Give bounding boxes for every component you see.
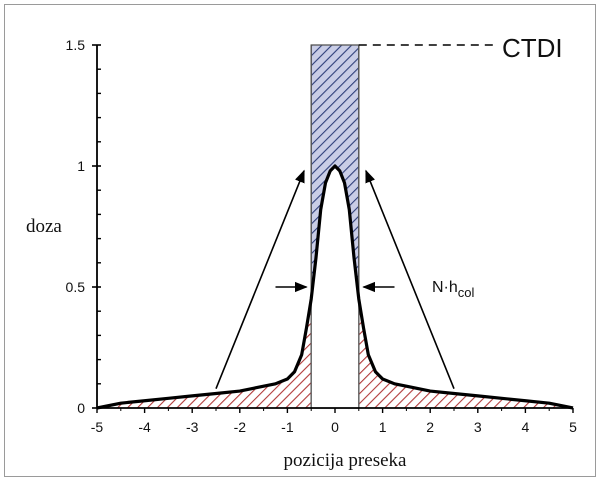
n-h-col-label: N·hcol [432,279,475,300]
x-tick-label: 2 [426,419,434,435]
x-tick-label: 4 [522,419,530,435]
y-tick-label: 0.5 [66,279,86,295]
dose-profile-line [96,164,574,410]
y-tick-label: 1.5 [66,37,86,53]
y-tick-label: 0 [77,400,85,416]
annotation-layer [215,44,495,389]
right-tail-area [358,299,573,408]
x-tick-label: 3 [474,419,482,435]
n-h-main: N·h [432,279,458,296]
right-long-arrow [365,169,455,389]
x-tick-label: -2 [234,419,247,435]
axes-layer: -5 -4 -3 -2 -1 0 1 2 3 4 5 0 0.5 1 1.5 [66,37,578,435]
x-tick-label: 5 [569,419,577,435]
x-tick-label: 0 [331,419,339,435]
x-tick-label: -4 [138,419,151,435]
box-under-curve-area [311,166,359,408]
area-layer [96,44,574,410]
ctdi-label: CTDI [502,33,563,63]
y-axis-label: doza [26,216,62,237]
left-long-arrow [215,169,305,389]
n-h-subscript: col [458,285,475,300]
x-tick-label: -1 [281,419,294,435]
x-tick-label: -3 [186,419,199,435]
left-tail-area [97,299,312,408]
x-axis-label: pozicija preseka [284,450,407,471]
x-tick-label: -5 [91,419,104,435]
y-tick-label: 1 [77,158,85,174]
x-tick-label: 1 [379,419,387,435]
